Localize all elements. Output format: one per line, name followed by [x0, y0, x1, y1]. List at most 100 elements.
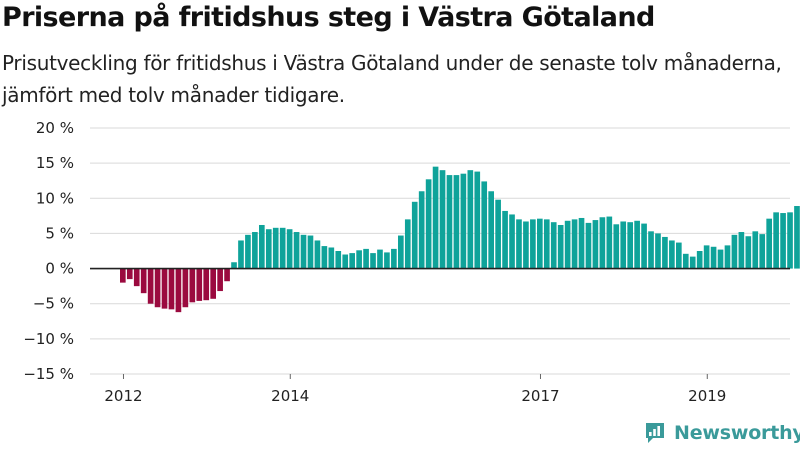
bar [259, 224, 265, 269]
brand-name: Newsworthy [674, 422, 800, 444]
bar [398, 235, 404, 269]
bar [377, 249, 383, 269]
bar [655, 233, 661, 269]
bar [780, 213, 786, 269]
bar [606, 216, 613, 269]
bar [126, 268, 133, 280]
bar [627, 222, 633, 269]
bar [662, 236, 668, 269]
bar [599, 217, 606, 269]
bar [404, 219, 411, 269]
x-tick-label: 2012 [104, 387, 142, 405]
bar [794, 206, 800, 269]
bar [210, 268, 216, 299]
bar [766, 218, 772, 269]
bar [384, 252, 390, 269]
bar [571, 219, 578, 269]
bar [613, 224, 620, 269]
bar [620, 221, 627, 269]
bar [530, 219, 536, 269]
bar [502, 210, 508, 269]
bar [120, 268, 126, 283]
bar [446, 175, 453, 269]
bar [745, 236, 752, 269]
bar [523, 221, 529, 269]
bar [439, 170, 446, 269]
bar [293, 232, 300, 269]
bar [550, 222, 557, 269]
bar [182, 268, 189, 308]
bar [418, 191, 425, 269]
bar [592, 220, 599, 269]
bar [335, 251, 342, 269]
bar [363, 248, 369, 269]
bar [689, 256, 696, 269]
bar [314, 240, 321, 269]
bar [217, 268, 223, 292]
bar [189, 268, 196, 303]
bar [272, 227, 279, 269]
bar [224, 268, 230, 282]
bar [696, 251, 703, 269]
bar [307, 235, 314, 269]
bar [321, 246, 328, 269]
bar [425, 179, 432, 269]
bar [453, 175, 460, 269]
bar [467, 170, 474, 269]
bar [279, 227, 286, 269]
bar [328, 247, 335, 269]
bar [175, 268, 182, 313]
bar [669, 240, 675, 269]
bar [557, 224, 564, 269]
bar [391, 248, 397, 269]
bar [648, 231, 654, 269]
bar [168, 268, 175, 310]
chart-title: Priserna på fritidshus steg i Västra Göt… [2, 2, 655, 33]
x-axis: 201220142017201920222024 [90, 267, 790, 405]
bar [585, 222, 592, 269]
y-tick-label: −5 % [33, 295, 74, 313]
y-tick-label: 20 % [36, 119, 74, 137]
bar [238, 240, 244, 269]
bar [787, 212, 793, 269]
x-tick-label: 2014 [271, 387, 309, 405]
y-tick-label: 5 % [45, 224, 74, 242]
bar [759, 234, 766, 269]
bar [474, 171, 481, 269]
bar [717, 249, 724, 269]
bar [710, 246, 717, 269]
bar [495, 199, 501, 269]
chart-subtitle: Prisutveckling för fritidshus i Västra G… [2, 51, 782, 107]
bar [252, 232, 258, 269]
bar [265, 229, 272, 269]
bar [140, 268, 147, 294]
bar [356, 250, 362, 269]
bar [752, 231, 759, 269]
bar [703, 245, 710, 269]
bar [509, 214, 515, 269]
bar [460, 173, 467, 269]
bar [564, 220, 571, 269]
bar [578, 217, 585, 269]
bar [682, 253, 689, 269]
bar [342, 254, 349, 269]
bar [300, 234, 307, 269]
bar [161, 268, 168, 309]
y-tick-label: −10 % [23, 330, 74, 348]
bar [537, 218, 543, 269]
bar [370, 253, 376, 269]
bar [411, 201, 418, 269]
bar [641, 223, 647, 269]
x-tick-label: 2017 [521, 387, 559, 405]
bar [773, 212, 779, 269]
y-tick-label: 15 % [36, 154, 74, 172]
bar [286, 229, 293, 269]
x-tick-label: 2019 [688, 387, 726, 405]
bar [432, 166, 439, 269]
bar [516, 219, 522, 269]
y-tick-label: −15 % [23, 365, 74, 383]
bar [147, 268, 154, 304]
bar [634, 220, 640, 269]
newsworthy-logo-icon [646, 423, 664, 443]
